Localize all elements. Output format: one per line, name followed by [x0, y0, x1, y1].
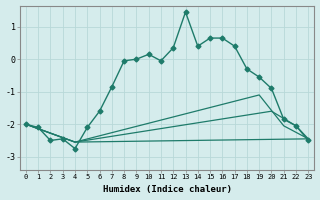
X-axis label: Humidex (Indice chaleur): Humidex (Indice chaleur) — [103, 185, 232, 194]
